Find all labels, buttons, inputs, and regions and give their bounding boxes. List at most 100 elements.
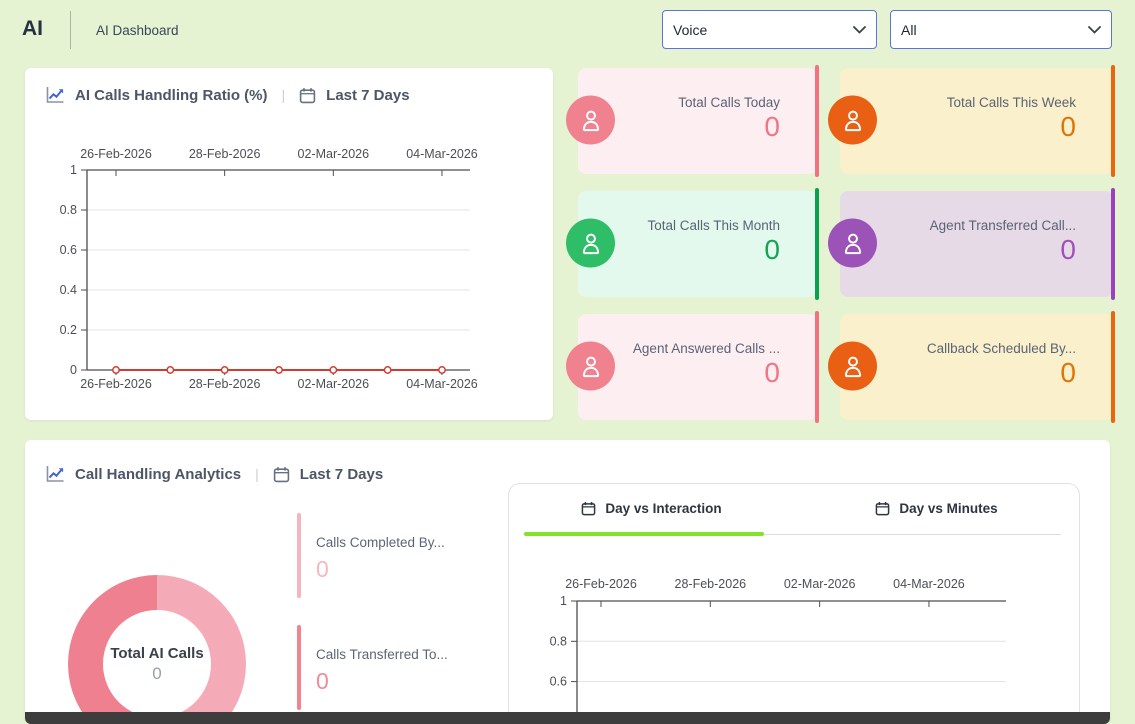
legend-text: Calls Completed By... 0 — [316, 513, 445, 598]
stat-card-total-calls-this-month[interactable]: Total Calls This Month 0 — [566, 188, 819, 300]
donut-center: Total AI Calls 0 — [103, 610, 211, 718]
title-separator: | — [255, 466, 259, 482]
stat-card-total-calls-today[interactable]: Total Calls Today 0 — [566, 65, 819, 177]
user-icon — [828, 95, 877, 145]
stat-accent-bar — [814, 188, 819, 300]
tab-label: Day vs Minutes — [899, 500, 998, 516]
svg-text:0.8: 0.8 — [550, 634, 567, 648]
legend-label: Calls Transferred To... — [316, 647, 448, 662]
header-filters: Voice All — [662, 10, 1112, 49]
header-divider — [70, 11, 71, 49]
analytics-card: Call Handling Analytics | Last 7 Days To… — [25, 440, 1110, 724]
svg-text:26-Feb-2026: 26-Feb-2026 — [80, 147, 152, 161]
tab-day-vs-interaction[interactable]: Day vs Interaction — [509, 484, 794, 532]
user-icon — [828, 341, 877, 391]
donut-center-label: Total AI Calls — [110, 644, 204, 662]
stat-label: Total Calls This Month — [647, 218, 780, 233]
channel-select-wrap: Voice — [662, 10, 877, 49]
svg-text:0: 0 — [70, 363, 77, 377]
svg-text:0.6: 0.6 — [550, 675, 567, 689]
tab-label: Day vs Interaction — [605, 500, 722, 516]
legend-value: 0 — [316, 556, 329, 582]
stat-value: 0 — [764, 234, 780, 265]
svg-text:0.8: 0.8 — [60, 203, 77, 217]
title-separator: | — [281, 87, 286, 103]
legend-value: 0 — [316, 668, 329, 694]
analytics-card-title: Call Handling Analytics — [75, 465, 242, 483]
legend-item-calls-completed[interactable]: Calls Completed By... 0 — [297, 513, 445, 598]
bottom-panel-edge — [25, 712, 1110, 724]
stat-accent-bar — [1110, 311, 1115, 423]
svg-text:0.4: 0.4 — [60, 283, 77, 297]
stat-accent-bar — [1110, 188, 1115, 300]
app-logo: AI — [22, 17, 43, 40]
svg-text:28-Feb-2026: 28-Feb-2026 — [675, 577, 747, 591]
tab-day-vs-minutes[interactable]: Day vs Minutes — [794, 484, 1079, 532]
stat-label: Total Calls Today — [678, 95, 780, 110]
svg-text:02-Mar-2026: 02-Mar-2026 — [298, 147, 370, 161]
svg-text:26-Feb-2026: 26-Feb-2026 — [565, 577, 637, 591]
stat-label: Total Calls This Week — [946, 95, 1076, 110]
svg-text:1: 1 — [560, 594, 567, 608]
legend-color-bar — [297, 513, 301, 598]
svg-text:02-Mar-2026: 02-Mar-2026 — [298, 377, 370, 391]
svg-text:0.2: 0.2 — [60, 323, 77, 337]
stat-value: 0 — [764, 357, 780, 388]
stat-value: 0 — [1060, 111, 1076, 142]
stat-accent-bar — [1110, 65, 1115, 177]
legend-color-bar — [297, 625, 301, 710]
breadcrumb: AI Dashboard — [96, 23, 179, 38]
svg-text:0.6: 0.6 — [60, 243, 77, 257]
scope-select-wrap: All — [890, 10, 1112, 49]
svg-text:04-Mar-2026: 04-Mar-2026 — [406, 147, 478, 161]
stat-value: 0 — [1060, 234, 1076, 265]
calendar-icon — [876, 501, 890, 515]
trend-chart-icon — [46, 87, 64, 103]
stat-label: Callback Scheduled By... — [926, 341, 1076, 356]
user-icon — [566, 341, 615, 391]
donut-center-value: 0 — [152, 663, 162, 683]
analytics-card-title-row: Call Handling Analytics | Last 7 Days — [45, 465, 383, 483]
ratio-chart-card: AI Calls Handling Ratio (%) | Last 7 Day… — [25, 68, 553, 420]
stat-label: Agent Transferred Call... — [929, 218, 1076, 233]
active-tab-indicator — [524, 532, 764, 536]
trend-chart-icon — [46, 466, 64, 482]
user-icon — [566, 218, 615, 268]
svg-text:02-Mar-2026: 02-Mar-2026 — [784, 577, 856, 591]
tab-underline-track — [524, 534, 1061, 535]
ratio-card-title-row: AI Calls Handling Ratio (%) | Last 7 Day… — [45, 86, 410, 104]
legend-text: Calls Transferred To... 0 — [316, 625, 448, 710]
svg-text:04-Mar-2026: 04-Mar-2026 — [893, 577, 965, 591]
svg-text:04-Mar-2026: 04-Mar-2026 — [406, 377, 478, 391]
stat-label: Agent Answered Calls ... — [632, 341, 780, 356]
svg-text:28-Feb-2026: 28-Feb-2026 — [189, 147, 261, 161]
calendar-icon — [582, 501, 596, 515]
stat-card-agent-transferred-calls[interactable]: Agent Transferred Call... 0 — [828, 188, 1115, 300]
stat-card-callback-scheduled[interactable]: Callback Scheduled By... 0 — [828, 311, 1115, 423]
analytics-range-label: Last 7 Days — [299, 465, 384, 483]
legend-item-calls-transferred[interactable]: Calls Transferred To... 0 — [297, 625, 448, 710]
stat-accent-bar — [814, 311, 819, 423]
tab-bar: Day vs Interaction Day vs Minutes — [509, 484, 1079, 532]
stat-accent-bar — [814, 65, 819, 177]
day-analytics-tab-card: Day vs Interaction Day vs Minutes 0.40.6… — [508, 483, 1080, 724]
svg-text:1: 1 — [70, 163, 77, 177]
legend-label: Calls Completed By... — [316, 535, 445, 550]
stat-value: 0 — [764, 111, 780, 142]
channel-select[interactable]: Voice — [662, 10, 877, 49]
stat-card-total-calls-this-week[interactable]: Total Calls This Week 0 — [828, 65, 1115, 177]
svg-text:26-Feb-2026: 26-Feb-2026 — [80, 377, 152, 391]
day-vs-interaction-line-chart: 0.40.60.8126-Feb-202628-Feb-202602-Mar-2… — [550, 577, 1006, 724]
scope-select[interactable]: All — [890, 10, 1112, 49]
svg-text:28-Feb-2026: 28-Feb-2026 — [189, 377, 261, 391]
calendar-icon — [273, 466, 289, 482]
ratio-card-title: AI Calls Handling Ratio (%) — [75, 86, 268, 104]
stat-card-agent-answered-calls[interactable]: Agent Answered Calls ... 0 — [566, 311, 819, 423]
ratio-range-label: Last 7 Days — [326, 86, 410, 104]
stat-value: 0 — [1060, 357, 1076, 388]
user-icon — [566, 95, 615, 145]
calendar-icon — [299, 87, 316, 103]
top-header: AI AI Dashboard Voice All — [0, 0, 1135, 60]
